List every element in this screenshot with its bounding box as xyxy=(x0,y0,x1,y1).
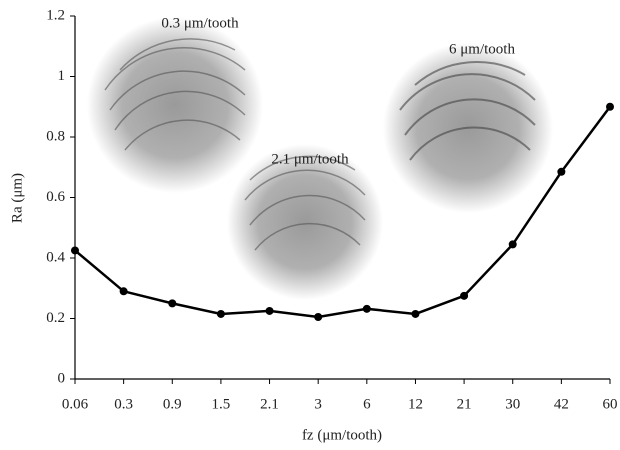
x-tick-label: 0.3 xyxy=(114,396,133,412)
point xyxy=(71,246,79,255)
y-tick-label: 0.8 xyxy=(46,128,65,144)
annotation: 0.3 μm/tooth xyxy=(161,15,239,31)
x-tick-label: 60 xyxy=(603,396,618,412)
x-tick-label: 30 xyxy=(505,396,520,412)
y-tick-label: 1.2 xyxy=(46,7,65,23)
y-tick-label: 0.6 xyxy=(46,189,65,205)
x-tick-label: 21 xyxy=(457,396,472,412)
line xyxy=(74,106,612,319)
x-tick-label: 0.9 xyxy=(163,396,182,412)
x-tick-label: 6 xyxy=(363,396,371,412)
point xyxy=(508,240,517,249)
point xyxy=(265,306,274,315)
surface-image xyxy=(227,144,383,300)
x-tick-label: 12 xyxy=(408,396,423,412)
point xyxy=(119,287,128,296)
x-tick-label: 42 xyxy=(554,396,569,412)
point xyxy=(168,299,177,308)
point xyxy=(362,304,371,313)
surface-images xyxy=(87,17,553,300)
x-tick-label: 3 xyxy=(314,396,322,412)
x-tick-label: 1.5 xyxy=(212,396,231,412)
x-tick-label: 0.06 xyxy=(62,396,89,412)
point xyxy=(216,309,225,318)
annotation: 6 μm/tooth xyxy=(449,41,515,57)
point xyxy=(460,291,469,300)
y-tick-label: 0.4 xyxy=(46,249,65,265)
point xyxy=(314,312,323,321)
x-axis-label: fz (μm/tooth) xyxy=(302,427,382,443)
annotation: 2.1 μm/tooth xyxy=(271,151,349,167)
y-tick-label: 0.2 xyxy=(46,310,65,326)
point xyxy=(606,102,614,111)
y-tick-label: 1 xyxy=(58,68,66,84)
y-tick-label: 0 xyxy=(58,370,66,386)
point xyxy=(557,167,566,176)
surface-image xyxy=(87,17,263,193)
x-tick-label: 2.1 xyxy=(260,396,279,412)
point xyxy=(411,309,420,318)
y-axis-label: Ra (μm) xyxy=(9,173,25,223)
